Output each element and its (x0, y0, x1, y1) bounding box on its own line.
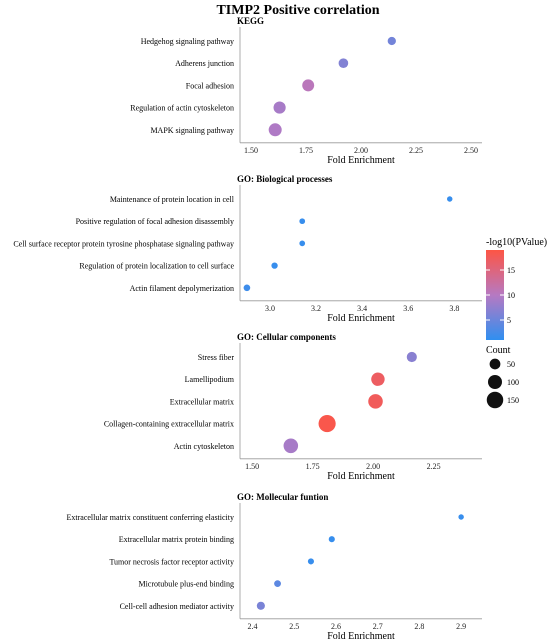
panel-1: KEGG 1.50 1.75 2.00 2.25 2.50 Fold Enrichment H… (130, 16, 482, 166)
x-tick-label: 1.75 (306, 462, 320, 471)
category-label: Actin cytoskeleton (174, 442, 234, 451)
panel-title: GO: Cellular components (237, 332, 336, 342)
category-label: Extracellular matrix (170, 397, 234, 406)
x-tick-label: 2.5 (289, 622, 299, 631)
category-label: Extracellular matrix constituent conferr… (67, 513, 235, 522)
color-legend-ticks: 5 10 15 (486, 266, 515, 325)
category-label: Stress fiber (198, 353, 235, 362)
panel-3: GO: Cellular components 1.50 1.75 2.00 2.25 F… (104, 332, 482, 482)
data-point (328, 536, 335, 543)
data-point (307, 558, 314, 565)
data-point (273, 101, 286, 114)
x-axis-label: Fold Enrichment (327, 631, 395, 641)
x-tick-label: 2.00 (366, 462, 380, 471)
data-point (299, 240, 306, 247)
size-legend-dot (489, 358, 501, 370)
category-label: Collagen-containing extracellular matrix (104, 420, 234, 429)
size-legend-label: 100 (507, 378, 519, 387)
size-legend-dot (488, 375, 502, 389)
data-point (302, 79, 315, 92)
category-label: Maintenance of protein location in cell (110, 195, 235, 204)
x-tick-label: 2.00 (354, 146, 368, 155)
x-tick-label: 3.0 (265, 304, 275, 313)
data-point (299, 218, 306, 225)
category-label: Focal adhesion (186, 81, 234, 90)
legend: -log10(PValue) 5 10 15 Count 50 100 150 (486, 237, 547, 409)
color-legend-bar (486, 250, 504, 340)
data-point (268, 123, 282, 137)
size-legend-title: Count (486, 345, 511, 356)
size-legend-items: 50 100 150 (486, 358, 519, 409)
x-tick-label: 1.50 (244, 146, 258, 155)
x-tick-label: 2.50 (464, 146, 478, 155)
category-label: Hedgehog signaling pathway (141, 37, 234, 46)
x-tick-label: 3.8 (449, 304, 459, 313)
x-tick-label: 1.50 (245, 462, 259, 471)
category-label: Lamellipodium (185, 375, 235, 384)
panel-4: GO: Mollecular funtion 2.4 2.5 2.6 2.7 2.8 2.9… (67, 492, 482, 641)
x-tick-label: 2.4 (248, 622, 258, 631)
data-point (274, 580, 281, 588)
x-tick-label: 3.6 (403, 304, 413, 313)
data-point (406, 351, 417, 363)
category-label: Cell surface receptor protein tyrosine p… (13, 239, 234, 248)
data-point (458, 514, 464, 520)
category-label: Regulation of protein localization to ce… (79, 262, 234, 271)
x-axis-label: Fold Enrichment (327, 313, 395, 324)
size-legend-label: 150 (507, 396, 519, 405)
category-label: Extracellular matrix protein binding (119, 535, 234, 544)
panel-title: KEGG (237, 16, 264, 26)
x-axis-label: Fold Enrichment (327, 471, 395, 482)
category-label: MAPK signaling pathway (150, 126, 234, 135)
data-point (368, 394, 383, 409)
data-point (447, 196, 453, 202)
data-point (318, 415, 336, 433)
x-axis-label: Fold Enrichment (327, 155, 395, 166)
chart-title: TIMP2 Positive correlation (216, 3, 379, 18)
data-point (283, 438, 299, 454)
panels: KEGG 1.50 1.75 2.00 2.25 2.50 Fold Enrichment H… (13, 16, 482, 641)
category-label: Actin filament depolymerization (130, 284, 234, 293)
color-tick-label: 5 (507, 316, 511, 325)
data-point (338, 58, 349, 68)
category-label: Positive regulation of focal adhesion di… (76, 217, 234, 226)
data-point (371, 372, 385, 386)
size-legend-label: 50 (507, 360, 515, 369)
data-point (256, 601, 265, 610)
x-tick-label: 2.8 (414, 622, 424, 631)
category-label: Adherens junction (175, 59, 234, 68)
category-label: Tumor necrosis factor receptor activity (109, 557, 234, 566)
panel-2: GO: Biological processes 3.0 3.2 3.4 3.6 3.8 F… (13, 174, 482, 324)
size-legend-dot (486, 391, 504, 409)
color-tick-label: 15 (507, 266, 515, 275)
x-tick-label: 2.6 (331, 622, 341, 631)
panel-title: GO: Mollecular funtion (237, 492, 328, 502)
data-point (271, 262, 278, 269)
category-label: Cell-cell adhesion mediator activity (120, 602, 234, 611)
data-point (387, 36, 396, 46)
x-tick-label: 1.75 (299, 146, 313, 155)
x-tick-label: 2.9 (456, 622, 466, 631)
category-label: Microtubule plus-end binding (138, 580, 234, 589)
x-tick-label: 3.4 (357, 304, 367, 313)
color-legend-title: -log10(PValue) (486, 237, 547, 248)
panel-title: GO: Biological processes (237, 174, 333, 184)
data-point (243, 284, 251, 292)
x-tick-label: 3.2 (311, 304, 321, 313)
x-tick-label: 2.25 (409, 146, 423, 155)
x-tick-label: 2.25 (427, 462, 441, 471)
x-tick-label: 2.7 (373, 622, 383, 631)
color-tick-label: 10 (507, 291, 515, 300)
category-label: Regulation of actin cytoskeleton (130, 104, 234, 113)
